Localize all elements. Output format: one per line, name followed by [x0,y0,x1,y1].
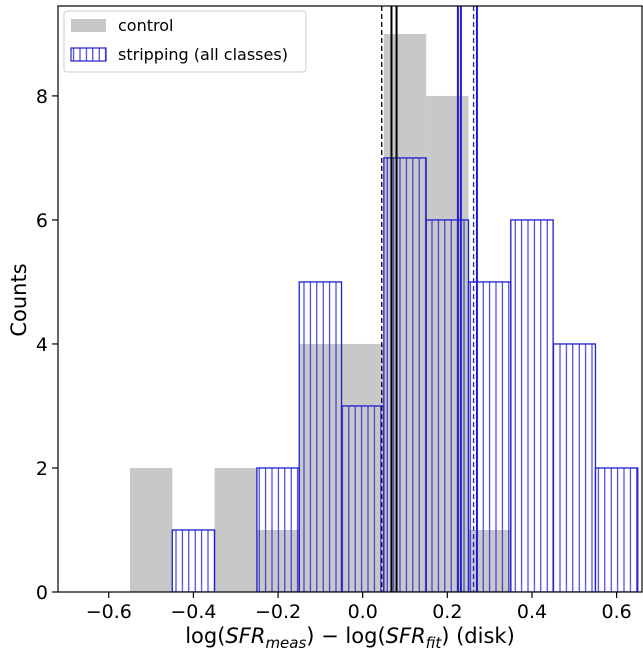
x-tick-label: −0.6 [86,601,132,623]
y-axis-label: Counts [7,263,31,336]
stripping-bar-6 [425,219,470,592]
y-tick-label: 0 [36,582,48,604]
y-tick-label: 4 [36,334,48,356]
y-tick-label: 2 [36,458,48,480]
x-tick-label: −0.4 [170,601,216,623]
y-tick-label: 8 [36,86,48,108]
legend-swatch-control [71,19,106,32]
x-tick-label: 0.6 [601,601,631,623]
stripping-bar-5 [383,157,427,592]
x-tick-label: 0.2 [432,601,462,623]
stripping-bar-3 [298,281,343,592]
stripping-bar-0 [171,529,216,592]
legend-box [63,10,307,73]
y-tick-label: 6 [36,210,48,232]
legend-label-stripping: stripping (all classes) [118,45,288,64]
x-tick-label: −0.2 [255,601,301,623]
stripping-bar-7 [467,281,512,592]
legend-swatch-stripping [70,47,107,62]
stripping-bar-2 [256,467,300,592]
plot-frame [57,5,643,593]
x-axis-label: log(SFRmeas) − log(SFRfit) (disk) [185,624,515,650]
x-axis-ticks: −0.6 −0.4 −0.2 0.0 0.2 0.4 0.6 [86,592,632,623]
x-tick-label: 0.0 [348,601,378,623]
y-axis-ticks: 0 2 4 6 8 [36,86,58,604]
stripping-bar-4 [340,405,385,592]
stripping-bar-9 [552,343,597,592]
x-tick-label: 0.4 [517,601,547,623]
stripping-bar-10 [594,467,639,592]
control-bar-2 [214,467,257,592]
legend-label-control: control [118,16,173,35]
stripping-bar-8 [510,219,554,592]
reference-lines [381,6,478,592]
legend: control stripping (all classes) [63,10,307,73]
control-bar-0 [129,467,173,592]
